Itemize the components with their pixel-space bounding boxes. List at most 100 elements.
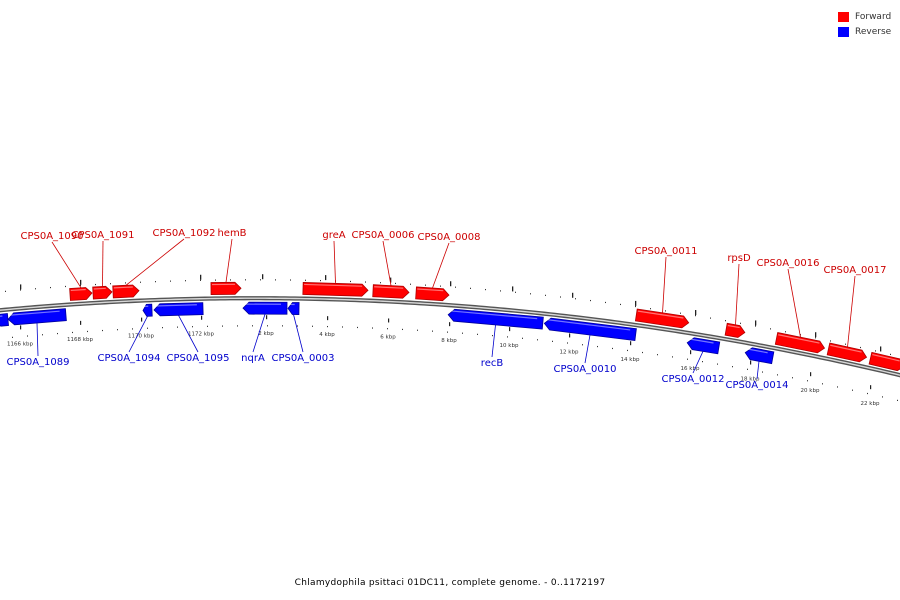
minor-tick-top (170, 280, 171, 282)
gene-arrow[interactable] (415, 286, 450, 302)
minor-tick-bottom (357, 326, 358, 329)
gene-label[interactable]: nqrA (241, 353, 265, 364)
minor-tick-bottom (882, 396, 883, 398)
gene-arrow[interactable] (302, 282, 369, 297)
gene-label[interactable]: CPS0A_0006 (351, 230, 414, 241)
major-tick-bottom (266, 315, 268, 320)
minor-tick-bottom (432, 330, 433, 332)
gene-arrow[interactable] (112, 284, 140, 299)
reverse-label: Reverse (855, 26, 892, 37)
gene-label[interactable]: CPS0A_0010 (553, 364, 616, 375)
gene-label[interactable]: hemB (217, 228, 246, 239)
gene-arrow[interactable] (826, 342, 868, 363)
minor-tick-top (635, 305, 636, 308)
minor-tick-bottom (342, 326, 343, 328)
gene-arrow[interactable] (372, 284, 410, 299)
gene-arrow[interactable] (634, 308, 690, 329)
gene-arrow[interactable] (744, 347, 775, 365)
scale-label: 1166 kbp (7, 341, 33, 347)
minor-tick-bottom (132, 328, 133, 330)
gene-label[interactable]: CPS0A_1090 (20, 231, 83, 242)
gene-label[interactable]: CPS0A_1094 (97, 353, 160, 364)
gene-label[interactable]: CPS0A_0016 (756, 258, 819, 269)
minor-tick-top (365, 281, 366, 283)
reverse-gene-edge-body (0, 313, 9, 327)
forward-label: Forward (855, 11, 892, 22)
gene-label[interactable]: CPS0A_1095 (166, 353, 229, 364)
scale-label: 1172 kbp (188, 332, 214, 338)
scale-ticks: 1166 kbp 1168 kbp 1170 kbp 1172 kbp 2 kbp 4 k… (5, 274, 898, 407)
minor-tick-bottom (777, 374, 778, 376)
gene-arrow[interactable] (774, 332, 826, 354)
gene-arrow[interactable] (7, 308, 67, 326)
minor-tick-top (845, 343, 846, 345)
forward-gene-highlight (830, 344, 862, 353)
minor-tick-bottom (522, 337, 523, 339)
minor-tick-top (740, 322, 741, 324)
gene-label[interactable]: CPS0A_1091 (71, 230, 134, 241)
gene-label[interactable]: CPS0A_0014 (725, 380, 788, 391)
legend-reverse: Reverse (838, 24, 891, 39)
major-tick-top (815, 332, 817, 338)
reverse-gene-body (447, 308, 544, 330)
minor-tick-top (680, 312, 681, 314)
forward-gene-highlight (113, 286, 133, 289)
forward-gene-body (302, 282, 369, 297)
label-leader (102, 240, 104, 287)
label-leader (735, 263, 740, 325)
minor-tick-top (35, 288, 36, 290)
reverse-gene-body (7, 308, 67, 326)
major-tick-bottom (80, 320, 82, 325)
gene-label[interactable]: CPS0A_0008 (417, 232, 480, 243)
gene-arrow[interactable] (153, 302, 204, 317)
gene-label[interactable]: CPS0A_1092 (152, 228, 215, 239)
minor-tick-bottom (642, 351, 643, 354)
label-leader (847, 275, 856, 348)
gene-arrow[interactable] (142, 303, 153, 317)
gene-arrow[interactable] (92, 285, 113, 300)
gene-arrow[interactable] (447, 308, 544, 330)
label-leader (36, 322, 39, 357)
minor-tick-bottom (807, 380, 808, 382)
minor-tick-bottom (72, 331, 73, 334)
forward-swatch (838, 11, 849, 22)
major-tick-bottom (690, 350, 692, 355)
label-leader (178, 315, 199, 353)
scale-label: 12 kbp (560, 349, 579, 355)
minor-tick-bottom (372, 327, 373, 329)
minor-tick-bottom (327, 325, 328, 328)
major-tick-top (512, 286, 514, 292)
minor-tick-bottom (57, 332, 58, 335)
gene-arrow[interactable] (287, 302, 300, 315)
gene-arrow[interactable] (69, 287, 93, 301)
reverse-gene-body (287, 302, 300, 315)
gene-arrow[interactable] (210, 281, 242, 295)
major-tick-top (635, 300, 637, 306)
minor-tick-bottom (102, 329, 103, 332)
gene-label[interactable]: CPS0A_0012 (661, 374, 724, 385)
gene-label[interactable]: greA (322, 230, 345, 241)
minor-tick-bottom (282, 325, 283, 327)
gene-arrow[interactable] (686, 337, 721, 355)
gene-label[interactable]: CPS0A_0017 (823, 265, 886, 276)
gene-label[interactable]: CPS0A_0011 (634, 246, 697, 257)
minor-tick-top (215, 279, 216, 281)
gene-label[interactable]: rpsD (727, 253, 751, 264)
gene-arrow[interactable] (724, 322, 746, 338)
gene-arrow[interactable] (0, 313, 9, 327)
gene-label[interactable]: CPS0A_0003 (271, 353, 334, 364)
gene-label[interactable]: recB (481, 358, 504, 369)
gene-arrow[interactable] (543, 317, 637, 342)
minor-tick-bottom (192, 326, 193, 328)
gene-label[interactable]: CPS0A_1089 (6, 357, 69, 368)
scale-label: 16 kbp (681, 366, 700, 372)
gene-arrow[interactable] (868, 351, 900, 372)
minor-tick-bottom (582, 344, 583, 346)
minor-tick-bottom (462, 332, 463, 334)
minor-tick-top (410, 283, 411, 285)
minor-tick-bottom (717, 363, 718, 365)
minor-tick-top (20, 289, 21, 291)
minor-tick-top (50, 286, 51, 289)
minor-tick-bottom (27, 335, 28, 337)
gene-arrow[interactable] (242, 301, 288, 315)
